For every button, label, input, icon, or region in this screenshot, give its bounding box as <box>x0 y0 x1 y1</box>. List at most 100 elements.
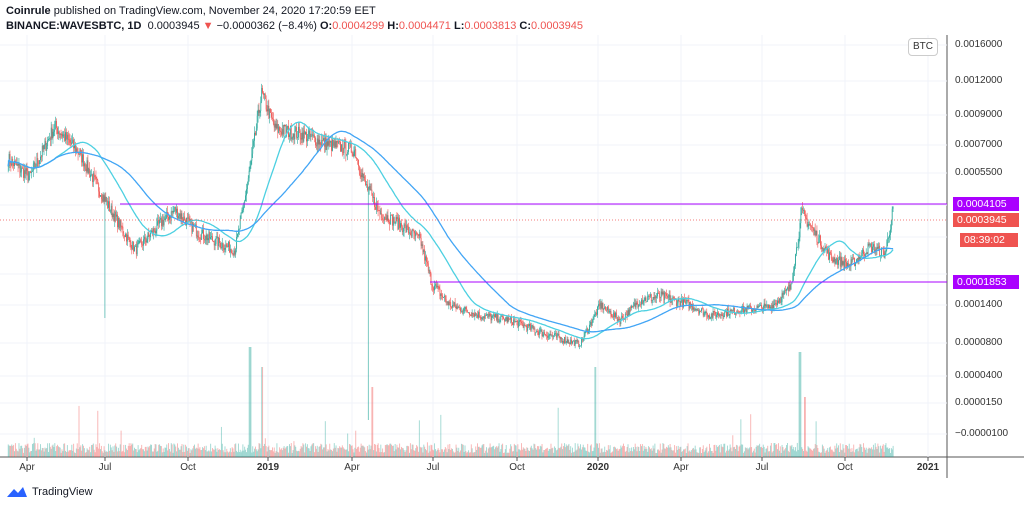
volume-bar <box>648 446 650 457</box>
candle-body <box>468 312 469 314</box>
candle-body <box>366 184 368 191</box>
volume-bar <box>870 448 872 457</box>
candle-body <box>856 258 858 260</box>
currency-button[interactable]: BTC <box>908 38 938 56</box>
volume-bar <box>82 444 84 457</box>
volume-bar <box>119 444 121 457</box>
volume-bar <box>63 443 65 457</box>
candle-body <box>741 309 743 313</box>
volume-bar <box>818 451 820 457</box>
candle-body <box>609 311 611 313</box>
candle-body <box>726 311 727 317</box>
candle-body <box>372 194 374 198</box>
volume-bar <box>778 450 780 457</box>
candle-body <box>368 186 370 189</box>
candle-body <box>418 234 419 236</box>
candle-body <box>351 152 353 154</box>
candle-body <box>529 323 530 327</box>
volume-bar <box>74 452 76 457</box>
volume-bar <box>220 450 221 457</box>
candle-body <box>566 339 568 343</box>
candle-body <box>464 307 466 309</box>
candle-body <box>254 132 255 141</box>
volume-bar <box>361 445 363 457</box>
candle-body <box>511 316 512 323</box>
candle-body <box>48 139 49 141</box>
candle-body <box>177 208 178 219</box>
candle-body <box>439 288 441 297</box>
candle-body <box>215 238 217 244</box>
volume-bar <box>526 447 528 457</box>
candle-body <box>842 261 844 265</box>
candle-body <box>820 235 821 246</box>
publisher[interactable]: Coinrule <box>6 5 51 17</box>
candle-body <box>389 223 391 225</box>
tradingview-logo[interactable]: TradingView <box>6 486 93 498</box>
candle-body <box>459 306 461 308</box>
volume-bar <box>399 443 401 457</box>
candle-body <box>652 297 654 301</box>
candle-body <box>122 226 124 234</box>
candle-body <box>410 235 412 237</box>
candle-body <box>37 158 39 164</box>
volume-bar <box>398 447 400 457</box>
volume-bar <box>190 449 192 457</box>
volume-bar <box>199 447 201 457</box>
volume-bar <box>186 446 187 457</box>
candle-body <box>823 248 825 252</box>
candle-body <box>129 238 131 242</box>
symbol[interactable]: BINANCE:WAVESBTC, 1D <box>6 20 142 32</box>
last-price-label: 0.0003945 <box>953 213 1019 227</box>
candle-body <box>701 308 702 312</box>
volume-bar <box>460 450 461 457</box>
candle-body <box>865 252 867 255</box>
candle-body <box>556 334 558 338</box>
candle-body <box>646 301 648 303</box>
candle-body <box>452 304 453 308</box>
candle-body <box>219 237 221 243</box>
volume-bar <box>30 451 32 457</box>
candle-body <box>798 237 800 244</box>
time-tick: Jul <box>755 462 769 473</box>
candle-body <box>149 235 151 238</box>
volume-bar <box>154 444 156 457</box>
candle-body <box>56 121 58 128</box>
volume-bar <box>31 444 33 457</box>
candle-body <box>697 309 699 311</box>
candle-body <box>85 168 87 172</box>
volume-bar <box>741 444 743 457</box>
volume-bar <box>649 447 650 457</box>
volume-bar <box>732 435 734 457</box>
candle-body <box>65 132 66 141</box>
candle-body <box>487 314 489 317</box>
candle-body <box>336 141 338 143</box>
volume-bar <box>748 448 750 457</box>
volume-bar <box>169 448 170 457</box>
volume-bar <box>574 443 576 457</box>
candle-body <box>350 142 352 153</box>
candle-body <box>589 324 590 331</box>
candle-body <box>431 284 433 286</box>
volume-bar <box>530 445 532 457</box>
candle-body <box>818 237 820 244</box>
volume-bar <box>509 448 511 457</box>
candle-body <box>109 210 111 212</box>
candle-body <box>81 150 83 163</box>
candle-body <box>805 217 807 219</box>
volume-bar <box>269 449 271 457</box>
candle-body <box>658 292 660 298</box>
volume-bar <box>661 449 663 457</box>
volume-bar <box>176 451 178 457</box>
volume-bar <box>338 448 340 457</box>
volume-bar <box>872 444 874 457</box>
candle-body <box>633 303 635 306</box>
volume-bar <box>27 443 29 457</box>
candle-body <box>171 211 173 213</box>
candle-body <box>813 227 814 231</box>
volume-bar <box>57 446 59 457</box>
candle-body <box>713 311 715 312</box>
volume-bar <box>478 446 480 457</box>
candle-body <box>859 255 861 259</box>
candle-body <box>353 150 355 157</box>
